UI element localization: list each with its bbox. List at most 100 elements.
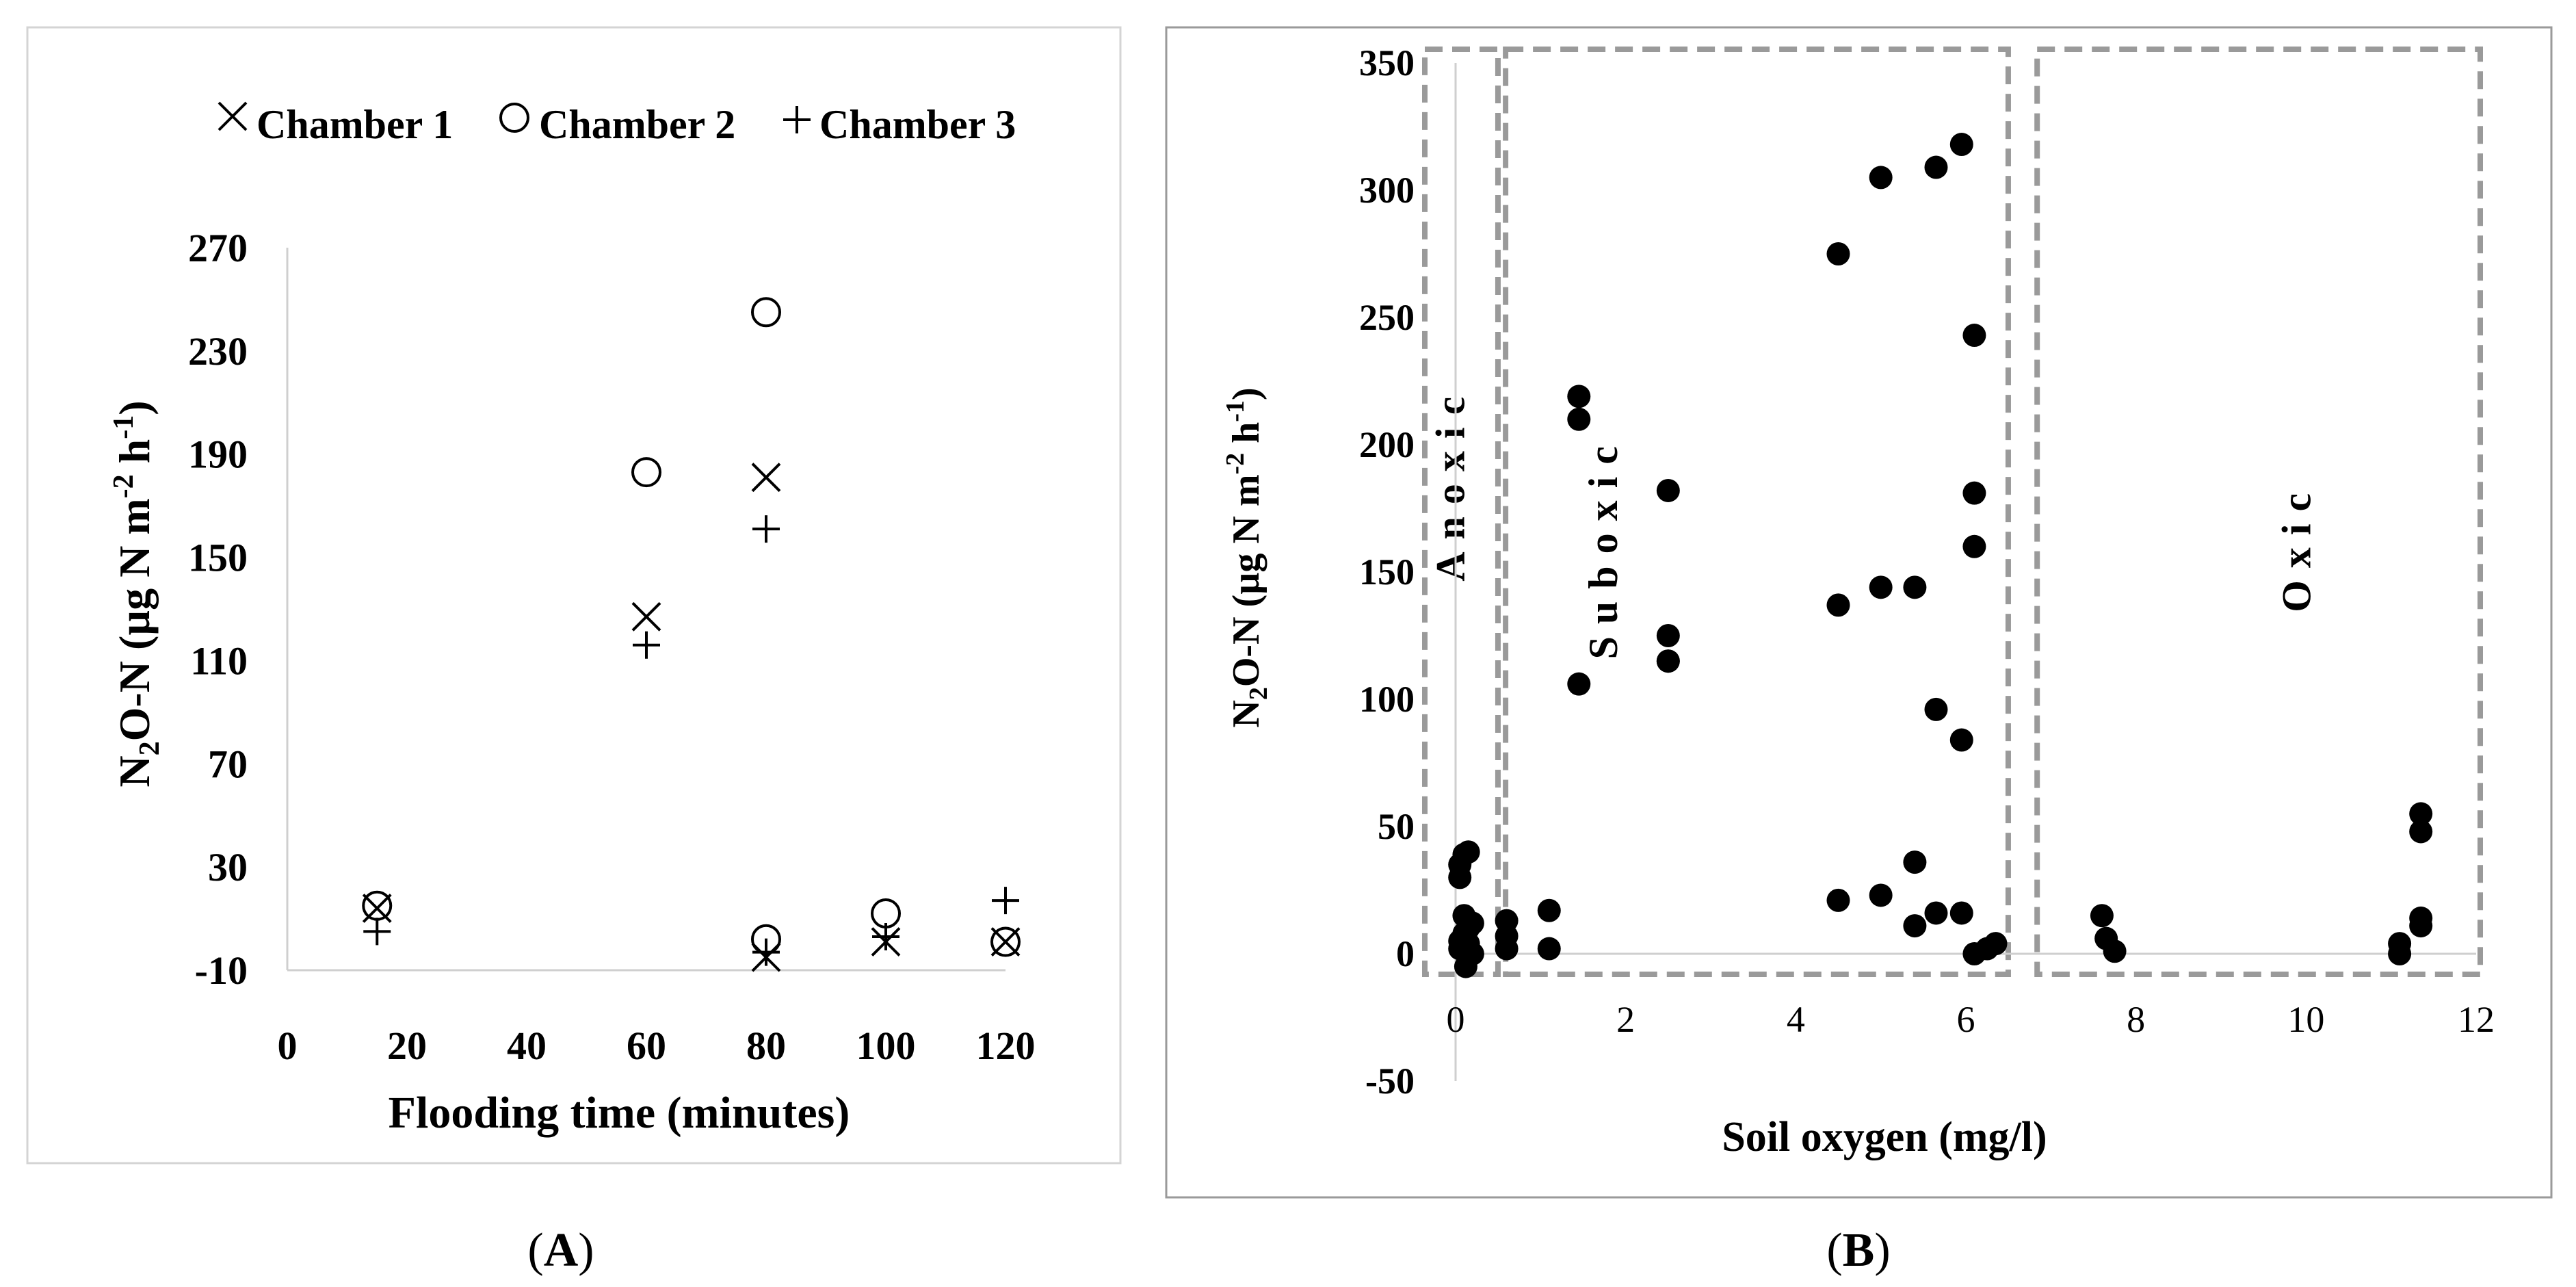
chart-b-point — [2090, 904, 2114, 928]
chart-a-xtick-label: 40 — [507, 1024, 547, 1068]
legend-marker-chamber-1 — [218, 101, 248, 131]
chart-b-region-label: Suboxic — [1581, 434, 1626, 659]
chart-a-xtick-label: 60 — [627, 1024, 666, 1068]
chart-b-point — [1448, 866, 1472, 889]
chart-b-point — [1924, 155, 1948, 179]
chart-b-ytick-label: 100 — [1359, 679, 1415, 720]
chart-a-ytick-label: 110 — [190, 638, 248, 683]
chart-b-point — [1924, 901, 1948, 925]
chart-b-point — [1962, 324, 1986, 348]
chart-b-ytick-label: 0 — [1396, 933, 1415, 974]
chart-b-point — [1826, 593, 1850, 617]
chart-b-points — [1448, 133, 2433, 978]
chart-b-point — [1826, 888, 1850, 912]
chart-b-ylabel: N2O-N (µg N m-2 h-1) — [1221, 387, 1273, 727]
chart-b-point — [1903, 575, 1927, 599]
chart-a-ytick-label: 190 — [188, 432, 248, 477]
chart-a-point — [872, 922, 899, 950]
chart-b-xtick-label: 4 — [1787, 999, 1805, 1040]
chart-a-point — [631, 601, 661, 632]
chart-b-ytick-label: 250 — [1359, 297, 1415, 338]
chart-a-ylabel: N2O-N (µg N m-2 h-1) — [108, 400, 166, 787]
chart-b-point — [1656, 649, 1680, 673]
chart-b-ytick-label: 300 — [1359, 170, 1415, 211]
chart-b-region-box — [2034, 47, 2483, 977]
chart-b-point — [1537, 898, 1561, 922]
chart-b-point — [1567, 672, 1591, 696]
chart-b-point — [1903, 914, 1927, 938]
legend-label-chamber-1: Chamber 1 — [257, 102, 453, 147]
chart-a-axes: -10 30 70 110 150 190 230 270 0 20 40 60 80 100 120 — [188, 226, 1036, 1068]
panel-a-frame — [26, 26, 1122, 1165]
chart-a-point — [631, 457, 661, 488]
chart-b-point — [1656, 624, 1680, 647]
chart-b-ytick-label: 350 — [1359, 42, 1415, 83]
chart-b-point — [2409, 914, 2433, 938]
chart-a-ytick-label: -10 — [195, 948, 248, 993]
chart-a-ytick-label: 270 — [188, 226, 248, 270]
chart-b-point — [1495, 937, 1519, 961]
chart-b-xlabel: Soil oxygen (mg/l) — [1722, 1114, 2047, 1160]
chart-b: Anoxic Suboxic Oxic -500501001502002503003… — [1221, 42, 2495, 1160]
panel-b-caption: (B) — [1826, 1224, 1890, 1277]
chart-b-region-box — [1503, 47, 2011, 977]
chart-a-point — [752, 938, 780, 966]
chart-b-xtick-label: 8 — [2127, 999, 2145, 1040]
chart-b-ytick-label: -50 — [1365, 1061, 1415, 1102]
chart-b-point — [2409, 802, 2433, 826]
chart-a: Chamber 1 Chamber 2 Chamber 3 -10 30 70 110… — [108, 101, 1036, 1138]
chart-b-xtick-label: 0 — [1447, 999, 1465, 1040]
chart-b-point — [1567, 407, 1591, 431]
chart-b-point — [1656, 478, 1680, 502]
chart-b-point — [1962, 534, 1986, 558]
chart-b-point — [1454, 954, 1477, 978]
legend-marker-chamber-3 — [783, 106, 811, 133]
chart-b-point — [1903, 850, 1927, 874]
chart-b-point — [1567, 385, 1591, 408]
legend-label-chamber-2: Chamber 2 — [539, 102, 735, 147]
chart-a-ytick-label: 70 — [208, 742, 248, 786]
chart-a-xtick-label: 100 — [856, 1024, 916, 1068]
chart-a-point — [752, 515, 780, 543]
chart-b-point — [2103, 939, 2127, 963]
chart-a-xtick-label: 20 — [387, 1024, 427, 1068]
chart-b-ytick-label: 50 — [1378, 806, 1415, 847]
chart-a-ytick-label: 230 — [188, 329, 248, 374]
chart-a-point — [751, 297, 781, 328]
chart-b-point — [1537, 937, 1561, 961]
chart-b-regions: Anoxic Suboxic Oxic — [1422, 47, 2483, 977]
chart-b-point — [1826, 242, 1850, 265]
chart-a-legend: Chamber 1 Chamber 2 Chamber 3 — [218, 101, 1016, 147]
chart-b-point — [1869, 166, 1893, 190]
legend-label-chamber-3: Chamber 3 — [819, 102, 1016, 147]
chart-b-ytick-label: 150 — [1359, 551, 1415, 593]
chart-a-xtick-label: 120 — [976, 1024, 1036, 1068]
chart-b-point — [1869, 575, 1893, 599]
chart-a-ytick-label: 30 — [208, 845, 248, 889]
panel-b-frame — [1165, 26, 2553, 1199]
chart-a-xtick-label: 80 — [746, 1024, 786, 1068]
chart-a-point — [751, 463, 781, 493]
chart-b-xtick-label: 10 — [2287, 999, 2324, 1040]
chart-b-point — [1984, 932, 2008, 956]
chart-a-points — [362, 297, 1021, 972]
chart-b-point — [1456, 932, 1480, 956]
chart-b-region-box — [1422, 47, 1501, 977]
chart-b-xtick-label: 12 — [2458, 999, 2495, 1040]
chart-a-xtick-label: 0 — [278, 1024, 298, 1068]
chart-b-point — [1962, 481, 1986, 505]
chart-b-point — [1869, 883, 1893, 907]
chart-a-ytick-label: 150 — [188, 536, 248, 580]
chart-b-point — [1949, 728, 1973, 752]
chart-a-point — [990, 926, 1021, 957]
chart-b-xtick-label: 6 — [1957, 999, 1975, 1040]
legend-marker-chamber-2 — [499, 103, 529, 133]
chart-b-point — [2409, 820, 2433, 844]
chart-b-ytick-label: 200 — [1359, 424, 1415, 465]
chart-b-region-label: Oxic — [2274, 481, 2319, 612]
chart-a-xlabel: Flooding time (minutes) — [389, 1088, 850, 1138]
chart-b-point — [2388, 942, 2412, 965]
chart-a-point — [633, 631, 660, 659]
chart-a-point — [992, 887, 1019, 915]
